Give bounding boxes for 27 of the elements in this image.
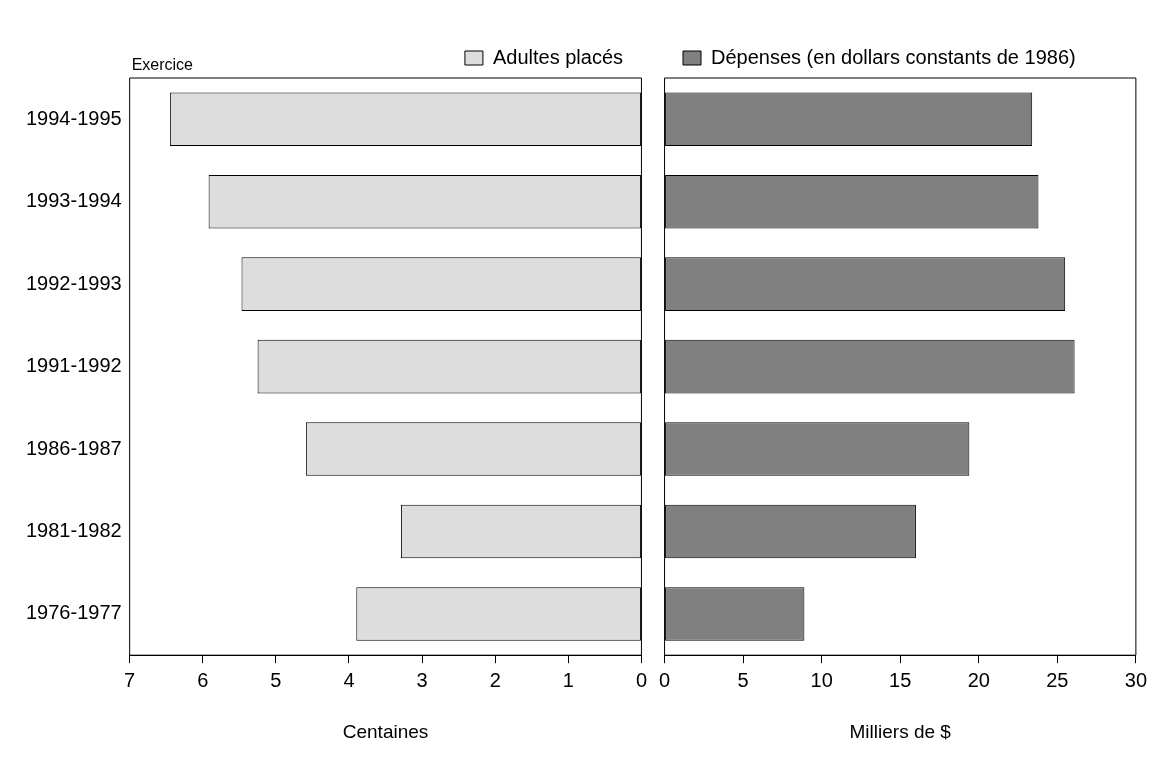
y-tick-label: 1994-1995 [25,106,122,129]
y-tick-label: 1991-1992 [25,354,122,377]
legend-label: Dépenses (en dollars constants de 1986) [711,45,1076,68]
x-tick-label: 15 [889,668,912,691]
y-axis-title: Exercice [131,56,194,74]
x-tick-label: 5 [270,668,282,691]
y-tick-label: 1986-1987 [25,436,122,459]
x-tick-label: 25 [1046,668,1069,691]
y-tick-label: 1976-1977 [25,601,122,624]
y-tick-label: 1992-1993 [25,271,122,294]
x-tick-label: 1 [562,668,574,691]
legend-label: Adultes placés [492,45,623,68]
x-tick-label: 5 [737,668,749,691]
y-tick-label: 1981-1982 [25,519,122,542]
x-tick-label: 6 [197,668,209,691]
x-tick-label: 4 [343,668,355,691]
y-tick-label: 1993-1994 [25,189,122,212]
x-tick-label: 2 [489,668,501,691]
x-tick-label: 7 [124,668,136,691]
x-tick-label: 0 [659,668,671,691]
x-tick-label: 20 [967,668,990,691]
x-tick-label: 30 [1124,668,1147,691]
x-axis-title: Centaines [342,720,429,742]
x-axis-title: Milliers de $ [849,720,952,742]
x-tick-label: 10 [810,668,833,691]
x-tick-label: 0 [635,668,647,691]
x-tick-label: 3 [416,668,428,691]
